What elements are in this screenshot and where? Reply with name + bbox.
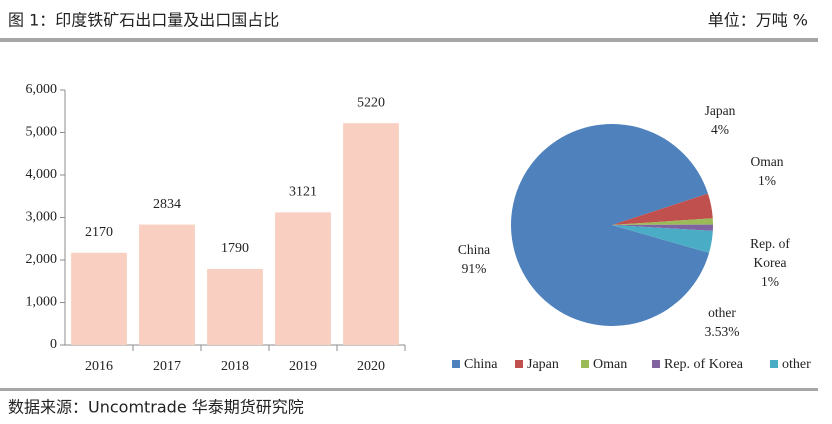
slice-name: Japan	[704, 103, 736, 118]
x-tick-label: 2019	[289, 359, 317, 374]
pie-slice	[612, 224, 713, 231]
slice-name: other	[708, 305, 736, 320]
pie-slice	[510, 123, 710, 326]
title: 图 1：印度铁矿石出口量及出口国占比	[8, 11, 279, 30]
y-tick-label: 4,000	[26, 167, 58, 182]
slice-value: 1%	[761, 274, 779, 289]
x-tick-label: 2020	[357, 359, 385, 374]
y-tick-label: 5,000	[26, 125, 58, 140]
value-label: 2834	[153, 197, 181, 212]
slice-label-box: other 3.53%	[677, 303, 767, 341]
x-tick-label: 2016	[85, 359, 113, 374]
y-tick-label: 3,000	[26, 210, 58, 225]
legend-label: Rep. of Korea	[664, 357, 744, 372]
slice-value: 4%	[711, 122, 729, 137]
y-tick-label: 2,000	[26, 252, 58, 267]
slice-label: Rep. of Korea 1%	[725, 234, 815, 291]
pie-slice	[612, 193, 713, 225]
legend-swatch	[652, 360, 660, 368]
y-tick-label: 1,000	[26, 295, 58, 310]
slice-name: China	[457, 242, 491, 257]
source: 数据来源：Uncomtrade 华泰期货研究院	[8, 398, 304, 417]
slice-value: 1%	[758, 173, 776, 188]
legend-label: China	[464, 357, 498, 372]
x-tick-label: 2017	[153, 359, 181, 374]
slice-label: Oman 1%	[722, 152, 812, 190]
slice-label: other 3.53%	[677, 303, 767, 341]
legend-label: Oman	[593, 357, 627, 372]
legend-label: other	[782, 357, 811, 372]
x-tick-label: 2018	[221, 359, 249, 374]
pie-slice	[612, 218, 713, 225]
legend-swatch	[452, 360, 460, 368]
bar	[207, 268, 263, 345]
footer-rule	[0, 388, 818, 391]
value-label: 5220	[357, 95, 385, 110]
slice-label-box: Rep. of Korea 1%	[725, 234, 815, 291]
slice-label: China 91%	[429, 240, 519, 278]
legend-label: Japan	[527, 357, 559, 372]
slice-value: 91%	[461, 261, 487, 276]
value-label: 1790	[221, 241, 249, 256]
y-tick-label: 0	[50, 337, 57, 352]
slice-name: Rep. of Korea	[750, 236, 790, 270]
slice-name: Oman	[750, 154, 784, 169]
bar	[139, 224, 195, 345]
unit: 单位：万吨 %	[708, 11, 808, 30]
slice-label-box: Japan 4%	[675, 101, 765, 139]
bar	[275, 212, 331, 345]
legend-swatch	[515, 360, 523, 368]
slice-label-box: Oman 1%	[722, 152, 812, 190]
value-label: 2170	[85, 225, 113, 240]
bar	[343, 123, 399, 346]
pie-slice	[612, 225, 713, 253]
slice-value: 3.53%	[704, 324, 740, 339]
legend-swatch	[581, 360, 589, 368]
slice-label: Japan 4%	[675, 101, 765, 139]
value-label: 3121	[289, 185, 317, 200]
y-tick-label: 6,000	[26, 82, 58, 97]
slice-label-box: China 91%	[429, 240, 519, 278]
bar	[71, 252, 127, 345]
legend-swatch	[770, 360, 778, 368]
header-rule	[0, 38, 818, 42]
